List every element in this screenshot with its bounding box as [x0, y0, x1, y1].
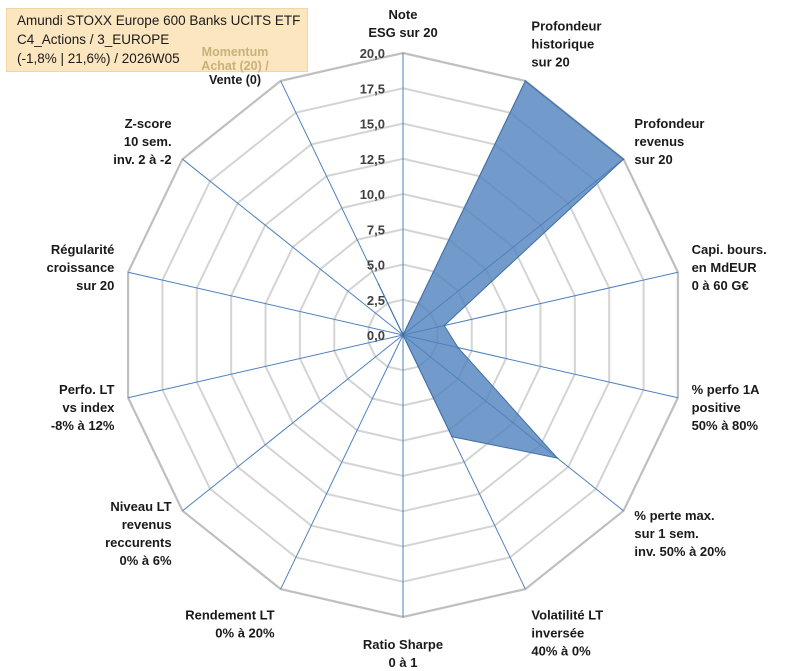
- axis-label-line: sur 20: [634, 152, 672, 167]
- axis-label-line: Profondeur: [531, 18, 601, 33]
- axis-spoke: [127, 271, 404, 336]
- axis-label-line: Niveau LT: [110, 499, 171, 514]
- axis-label-line: revenus: [122, 517, 172, 532]
- tick-label: 7,5: [367, 222, 385, 237]
- axis-label-line: 0 à 1: [389, 655, 418, 670]
- tick-label: 10,0: [360, 187, 385, 202]
- tick-label: 15,0: [360, 117, 385, 132]
- tick-label: 20,0: [360, 46, 385, 61]
- axis-label: Régularité croissance sur 20: [46, 242, 114, 293]
- axis-label-line: Note: [389, 7, 418, 22]
- axis-label-line: 50% à 80%: [692, 418, 759, 433]
- data-point: [377, 283, 380, 285]
- momentum-label-line3: Vente (0): [208, 73, 262, 87]
- axis-spoke: [127, 334, 404, 399]
- momentum-label-line2: Achat (20) /: [201, 59, 269, 73]
- data-point: [402, 334, 404, 336]
- tick-label: 17,5: [360, 81, 385, 96]
- axis-spoke: [182, 334, 404, 512]
- axis-label-line: -8% à 12%: [51, 418, 115, 433]
- axis-label-line: Z-score: [125, 116, 172, 131]
- axis-label-line: 10 sem.: [124, 134, 172, 149]
- axis-label-line: Régularité: [51, 242, 115, 257]
- axis-label-line: sur 1 sem.: [634, 526, 698, 541]
- axis-label: Niveau LT revenus reccurents 0% à 6%: [105, 499, 172, 568]
- data-series-area: [378, 80, 625, 459]
- data-point: [524, 80, 527, 82]
- axis-spoke: [182, 158, 404, 336]
- tick-label: 12,5: [360, 152, 385, 167]
- axis-label: Profondeur revenus sur 20: [634, 116, 704, 167]
- data-point: [622, 158, 625, 160]
- axis-label-line: 0 à 60 G€: [692, 278, 749, 293]
- axis-label-line: revenus: [634, 134, 684, 149]
- axis-label-line: vs index: [62, 400, 115, 415]
- axis-label-line: sur 20: [531, 54, 569, 69]
- chart-subtitle: C4_Actions / 3_EUROPE: [17, 32, 170, 47]
- momentum-axis-label: Momentum Achat (20) / Vente (0): [190, 45, 280, 87]
- axis-label: Perfo. LT vs index -8% à 12%: [51, 382, 115, 433]
- momentum-label-line1: Momentum: [201, 45, 269, 59]
- axis-label-line: % perte max.: [634, 508, 714, 523]
- axis-label-line: Ratio Sharpe: [363, 637, 443, 652]
- axis-label: Z-score 10 sem. inv. 2 à -2: [113, 116, 171, 167]
- axis-label-line: inv. 2 à -2: [113, 152, 171, 167]
- chart-period: (-1,8% | 21,6%) / 2026W05: [17, 51, 180, 66]
- axis-label: Capi. bours. en MdEUR 0 à 60 G€: [692, 242, 767, 293]
- chart-title: Amundi STOXX Europe 600 Banks UCITS ETF: [17, 13, 301, 28]
- axis-label-line: 0% à 6%: [120, 553, 172, 568]
- axis-label-line: 40% à 0%: [531, 644, 591, 659]
- axis-label: Rendement LT 0% à 20%: [185, 608, 275, 641]
- axis-label-line: sur 20: [76, 278, 114, 293]
- axis-label-line: positive: [692, 400, 741, 415]
- axis-label-line: historique: [531, 36, 594, 51]
- data-point: [451, 435, 453, 438]
- chart-title-box: Amundi STOXX Europe 600 Banks UCITS ETF …: [6, 8, 308, 72]
- axis-label-line: Profondeur: [634, 116, 704, 131]
- axis-label-line: Capi. bours.: [692, 242, 767, 257]
- axis-label-line: inversée: [531, 626, 584, 641]
- data-point: [556, 457, 559, 459]
- data-point: [443, 324, 446, 327]
- axis-label-line: inv. 50% à 20%: [634, 544, 726, 559]
- axis-label: Ratio Sharpe 0 à 1: [363, 637, 443, 670]
- axis-label-line: Perfo. LT: [59, 382, 114, 397]
- axis-label: Profondeur historique sur 20: [531, 18, 601, 69]
- axis-label-line: croissance: [46, 260, 114, 275]
- axis-label: % perfo 1A positive 50% à 80%: [692, 382, 761, 433]
- axis-label-line: reccurents: [105, 535, 171, 550]
- axis-spoke: [402, 271, 679, 336]
- axis-label-line: en MdEUR: [692, 260, 758, 275]
- tick-label: 2,5: [367, 293, 385, 308]
- axis-label: % perte max. sur 1 sem. inv. 50% à 20%: [634, 508, 726, 559]
- tick-label: 5,0: [367, 258, 385, 273]
- axis-label-line: % perfo 1A: [692, 382, 761, 397]
- tick-label: 0,0: [367, 328, 385, 343]
- axis-label-line: 0% à 20%: [215, 626, 275, 641]
- axis-label-line: Volatilité LT: [531, 608, 603, 623]
- data-point: [457, 346, 459, 349]
- axis-label: Note ESG sur 20: [368, 7, 437, 40]
- axis-label-line: Rendement LT: [185, 608, 274, 623]
- axis-label-line: ESG sur 20: [368, 25, 437, 40]
- axis-label: Volatilité LT inversée 40% à 0%: [531, 608, 603, 659]
- axis-spoke: [280, 334, 404, 590]
